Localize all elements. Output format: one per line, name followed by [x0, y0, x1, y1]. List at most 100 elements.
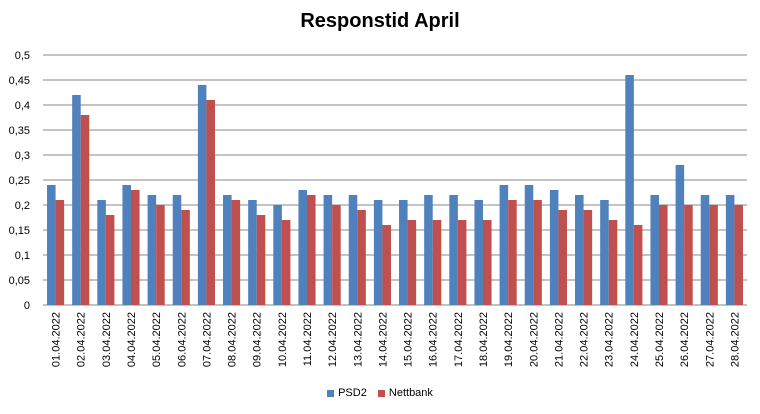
bar-psd2 — [625, 75, 634, 305]
x-tick-label: 13.04.2022 — [352, 312, 364, 367]
y-tick-label: 0,3 — [15, 150, 30, 162]
bar-psd2 — [675, 165, 685, 305]
bar-psd2 — [97, 200, 106, 305]
x-axis-ticks: 01.04.2022 02.04.2022 03.04.2022 04.04.2022… — [51, 312, 742, 367]
bar-nettbank — [533, 200, 542, 305]
bar-nettbank — [608, 220, 618, 305]
y-tick-label: 0,05 — [9, 275, 30, 287]
x-tick-label: 03.04.2022 — [101, 312, 113, 367]
y-tick-label: 0,45 — [9, 75, 30, 87]
x-tick-label: 11.04.2022 — [302, 312, 314, 366]
bar-psd2 — [197, 85, 207, 305]
y-tick-label: 0,15 — [9, 225, 30, 237]
y-axis-ticks: 0 0,05 0,1 0,15 0,2 0,25 0,3 0,35 0,4 0,45 0,5 — [9, 50, 30, 312]
x-tick-label: 14.04.2022 — [377, 312, 389, 367]
x-tick-label: 01.04.2022 — [51, 312, 63, 367]
bar-nettbank — [206, 100, 215, 305]
x-tick-label: 21.04.2022 — [553, 312, 565, 367]
x-tick-label: 17.04.2022 — [453, 312, 465, 367]
bar-psd2 — [575, 195, 584, 305]
y-tick-label: 0,35 — [9, 125, 30, 137]
bar-nettbank — [483, 220, 492, 305]
bar-psd2 — [248, 200, 257, 305]
x-tick-label: 06.04.2022 — [176, 312, 188, 367]
x-tick-label: 28.04.2022 — [729, 312, 741, 367]
bar-nettbank — [307, 195, 316, 305]
bar-nettbank — [709, 205, 718, 305]
chart-title: Responstid April — [300, 10, 460, 32]
bars — [47, 75, 743, 305]
bar-psd2 — [650, 195, 659, 305]
bar-psd2 — [600, 200, 609, 305]
bar-psd2 — [474, 200, 483, 305]
bar-nettbank — [357, 210, 366, 305]
bar-psd2 — [700, 195, 710, 305]
bar-psd2 — [424, 195, 433, 305]
x-tick-label: 08.04.2022 — [227, 312, 239, 367]
x-tick-label: 18.04.2022 — [478, 312, 490, 367]
bar-nettbank — [281, 220, 291, 305]
y-tick-label: 0,1 — [15, 250, 30, 262]
bar-nettbank — [332, 205, 341, 305]
bar-nettbank — [256, 215, 266, 305]
x-tick-label: 04.04.2022 — [126, 312, 138, 367]
y-tick-label: 0,5 — [15, 50, 30, 62]
bar-nettbank — [659, 205, 668, 305]
bar-nettbank — [734, 205, 743, 305]
legend-swatch-nettbank — [377, 389, 385, 397]
y-tick-label: 0,4 — [15, 100, 30, 112]
bar-psd2 — [72, 95, 81, 305]
x-tick-label: 10.04.2022 — [277, 312, 289, 367]
x-tick-label: 07.04.2022 — [201, 312, 213, 367]
bar-nettbank — [156, 205, 165, 305]
bar-nettbank — [55, 200, 65, 305]
bar-nettbank — [407, 220, 417, 305]
bar-nettbank — [432, 220, 442, 305]
bar-psd2 — [725, 195, 735, 305]
x-tick-label: 09.04.2022 — [252, 312, 264, 367]
x-tick-label: 16.04.2022 — [428, 312, 440, 367]
legend-item-nettbank: Nettbank — [377, 387, 433, 399]
y-tick-label: 0,25 — [9, 175, 30, 187]
x-tick-label: 05.04.2022 — [151, 312, 163, 367]
bar-psd2 — [524, 185, 534, 305]
x-tick-label: 20.04.2022 — [528, 312, 540, 367]
bar-nettbank — [131, 190, 140, 305]
bar-nettbank — [558, 210, 567, 305]
legend-label-nettbank: Nettbank — [388, 387, 433, 399]
bar-psd2 — [273, 205, 282, 305]
bar-psd2 — [47, 185, 56, 305]
bar-nettbank — [457, 220, 467, 305]
bar-psd2 — [122, 185, 131, 305]
bar-psd2 — [323, 195, 333, 305]
bar-nettbank — [231, 200, 241, 305]
x-tick-label: 27.04.2022 — [704, 312, 716, 367]
bar-psd2 — [348, 195, 358, 305]
bar-psd2 — [147, 195, 157, 305]
bar-nettbank — [105, 215, 115, 305]
legend-label-psd2: PSD2 — [338, 387, 367, 399]
x-tick-label: 25.04.2022 — [654, 312, 666, 367]
bar-psd2 — [172, 195, 182, 305]
x-tick-label: 23.04.2022 — [604, 312, 616, 367]
bar-nettbank — [583, 210, 593, 305]
bar-psd2 — [549, 190, 559, 305]
bar-psd2 — [223, 195, 232, 305]
bar-psd2 — [373, 200, 383, 305]
bar-psd2 — [399, 200, 408, 305]
x-tick-label: 12.04.2022 — [327, 312, 339, 367]
x-tick-label: 26.04.2022 — [679, 312, 691, 367]
legend: PSD2 Nettbank — [0, 387, 760, 400]
legend-swatch-psd2 — [327, 389, 335, 397]
y-tick-label: 0 — [24, 300, 30, 312]
bar-nettbank — [382, 225, 391, 305]
x-tick-label: 22.04.2022 — [579, 312, 591, 367]
x-tick-label: 02.04.2022 — [76, 312, 88, 367]
bar-nettbank — [684, 205, 693, 305]
x-tick-label: 24.04.2022 — [629, 312, 641, 367]
bar-nettbank — [508, 200, 517, 305]
x-tick-label: 19.04.2022 — [503, 312, 515, 367]
bar-nettbank — [633, 225, 643, 305]
bar-psd2 — [449, 195, 458, 305]
